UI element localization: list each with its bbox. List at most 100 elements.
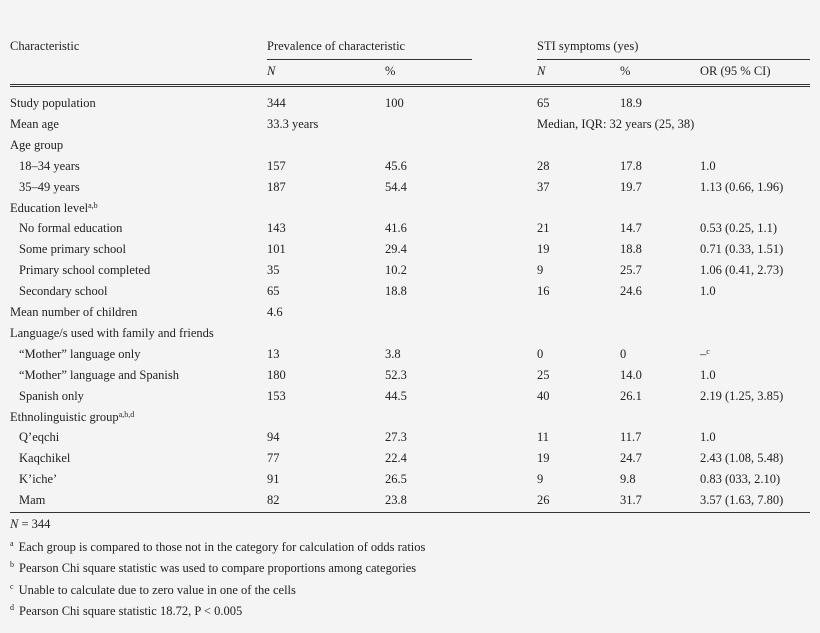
percent-cell: 100	[385, 96, 404, 110]
footnote-mark: c	[706, 346, 710, 356]
row-label: No formal education	[19, 221, 123, 236]
percent-sti-cell: 18.9	[620, 96, 642, 110]
footnote: b Pearson Chi square statistic was used t…	[10, 560, 417, 577]
odds-ratio-cell: 1.0	[700, 158, 716, 173]
n-cell: 180	[267, 367, 286, 382]
percent-sti-cell: 24.6	[620, 284, 642, 299]
odds-ratio-cell: 1.0	[700, 284, 716, 299]
n-sti-cell: 0	[537, 346, 544, 361]
percent-sti-cell: 11.7	[620, 430, 642, 445]
n-cell: 35	[267, 263, 280, 278]
odds-ratio-cell: 1.06 (0.41, 2.73)	[700, 263, 784, 278]
percent-sti-cell: 24.7	[620, 451, 642, 466]
row-label: 18–34 years	[19, 158, 80, 173]
n-sti-cell: 9	[537, 263, 544, 278]
row-label: 35–49 years	[19, 179, 80, 194]
n-cell: 143	[267, 221, 286, 236]
row-label: Study population	[10, 96, 96, 110]
odds-ratio-cell: 1.0	[700, 367, 716, 382]
header-percent-sti: %	[620, 64, 631, 78]
percent-sti-cell: 17.8	[620, 158, 642, 173]
n-sti-cell: 25	[537, 367, 550, 382]
percent-cell: 3.8	[385, 346, 401, 361]
n-cell: 153	[267, 388, 286, 403]
row-label: Mean number of children	[10, 305, 138, 319]
row-label: Spanish only	[19, 388, 84, 403]
n-sti-cell: 21	[537, 221, 550, 236]
percent-cell: 10.2	[385, 263, 407, 278]
row-label: “Mother” language only	[19, 346, 141, 361]
percent-cell: 54.4	[385, 179, 407, 194]
percent-sti-cell: 19.7	[620, 179, 642, 194]
n-cell: 33.3 years	[267, 116, 319, 131]
group-rule	[537, 59, 810, 60]
n-sti-cell: 37	[537, 179, 550, 194]
row-label: Language/s used with family and friends	[10, 325, 214, 340]
n-cell: 157	[267, 158, 286, 173]
footnote-mark: a,b,d	[118, 409, 135, 419]
header-sti-symptoms: STI symptoms (yes)	[537, 39, 639, 53]
odds-ratio-cell: 0.71 (0.33, 1.51)	[700, 242, 784, 257]
header-odds-ratio: OR (95 % CI)	[700, 64, 771, 78]
n-cell: 344	[267, 96, 286, 110]
row-label: Primary school completed	[19, 263, 151, 278]
row-label: Kaqchikel	[19, 451, 71, 466]
percent-cell: 52.3	[385, 367, 407, 382]
n-sti-cell: 40	[537, 388, 550, 403]
row-label: K’iche’	[19, 472, 58, 487]
header-n-sti: N	[537, 64, 546, 78]
median-iqr-cell: Median, IQR: 32 years (25, 38)	[537, 116, 695, 131]
footnote-text: Pearson Chi square statistic 18.72, P < …	[19, 603, 243, 618]
footnote-mark: a,b	[88, 200, 98, 210]
odds-ratio-cell: 1.0	[700, 430, 716, 445]
percent-cell: 44.5	[385, 388, 407, 403]
n-cell: 77	[267, 451, 280, 466]
percent-sti-cell: 0	[620, 346, 627, 361]
percent-sti-cell: 14.7	[620, 221, 642, 236]
n-cell: 94	[267, 430, 280, 445]
row-label: Ethnolinguistic groupa,b,d	[10, 409, 135, 424]
header-n: N	[267, 64, 276, 78]
footnote-text: Pearson Chi square statistic was used to…	[19, 561, 417, 576]
n-sti-cell: 26	[537, 493, 550, 508]
percent-cell: 23.8	[385, 493, 407, 508]
n-cell: 101	[267, 242, 286, 257]
footnote-text: Each group is compared to those not in t…	[18, 540, 426, 554]
row-label: “Mother” language and Spanish	[19, 367, 180, 382]
footnote: d Pearson Chi square statistic 18.72, P <…	[10, 603, 243, 620]
footnote-mark: b	[10, 560, 14, 570]
footnote: c Unable to calculate due to zero value i…	[10, 581, 296, 599]
percent-sti-cell: 26.1	[620, 388, 642, 403]
n-cell: 4.6	[267, 305, 283, 319]
header-prevalence: Prevalence of characteristic	[267, 39, 406, 53]
percent-sti-cell: 18.8	[620, 242, 642, 257]
odds-ratio-cell: 0.83 (033, 2.10)	[700, 472, 781, 487]
percent-cell: 29.4	[385, 242, 407, 257]
n-sti-cell: 19	[537, 242, 550, 257]
odds-ratio-cell: 2.19 (1.25, 3.85)	[700, 388, 784, 403]
row-label: Mean age	[10, 116, 59, 131]
row-label: Secondary school	[19, 284, 108, 299]
n-sti-cell: 11	[537, 430, 550, 445]
percent-sti-cell: 31.7	[620, 493, 642, 508]
n-sti-cell: 19	[537, 451, 550, 466]
group-rule	[267, 59, 472, 60]
footnote-text: Unable to calculate due to zero value in…	[18, 582, 296, 597]
percent-cell: 27.3	[385, 430, 407, 445]
header-characteristic: Characteristic	[10, 39, 80, 53]
row-label: Age group	[10, 137, 64, 152]
n-cell: 82	[267, 493, 280, 508]
percent-sti-cell: 9.8	[620, 472, 636, 487]
percent-cell: 18.8	[385, 284, 407, 299]
n-sti-cell: 65	[537, 96, 550, 110]
header-rule	[10, 84, 810, 85]
odds-ratio-cell: 3.57 (1.63, 7.80)	[700, 493, 784, 508]
footnote-mark: c	[10, 581, 14, 591]
percent-sti-cell: 25.7	[620, 263, 642, 278]
n-cell: 187	[267, 179, 286, 194]
percent-cell: 45.6	[385, 158, 407, 173]
n-sti-cell: 16	[537, 284, 550, 299]
percent-sti-cell: 14.0	[620, 367, 642, 382]
n-total-note: N = 344	[10, 517, 51, 531]
percent-cell: 26.5	[385, 472, 407, 487]
